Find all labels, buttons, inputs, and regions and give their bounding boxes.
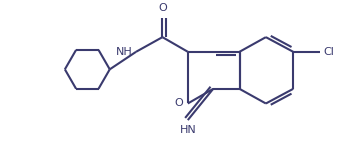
Text: NH: NH xyxy=(116,47,132,57)
Text: O: O xyxy=(158,3,167,13)
Text: Cl: Cl xyxy=(323,47,334,57)
Text: HN: HN xyxy=(179,125,196,135)
Text: O: O xyxy=(174,98,183,109)
